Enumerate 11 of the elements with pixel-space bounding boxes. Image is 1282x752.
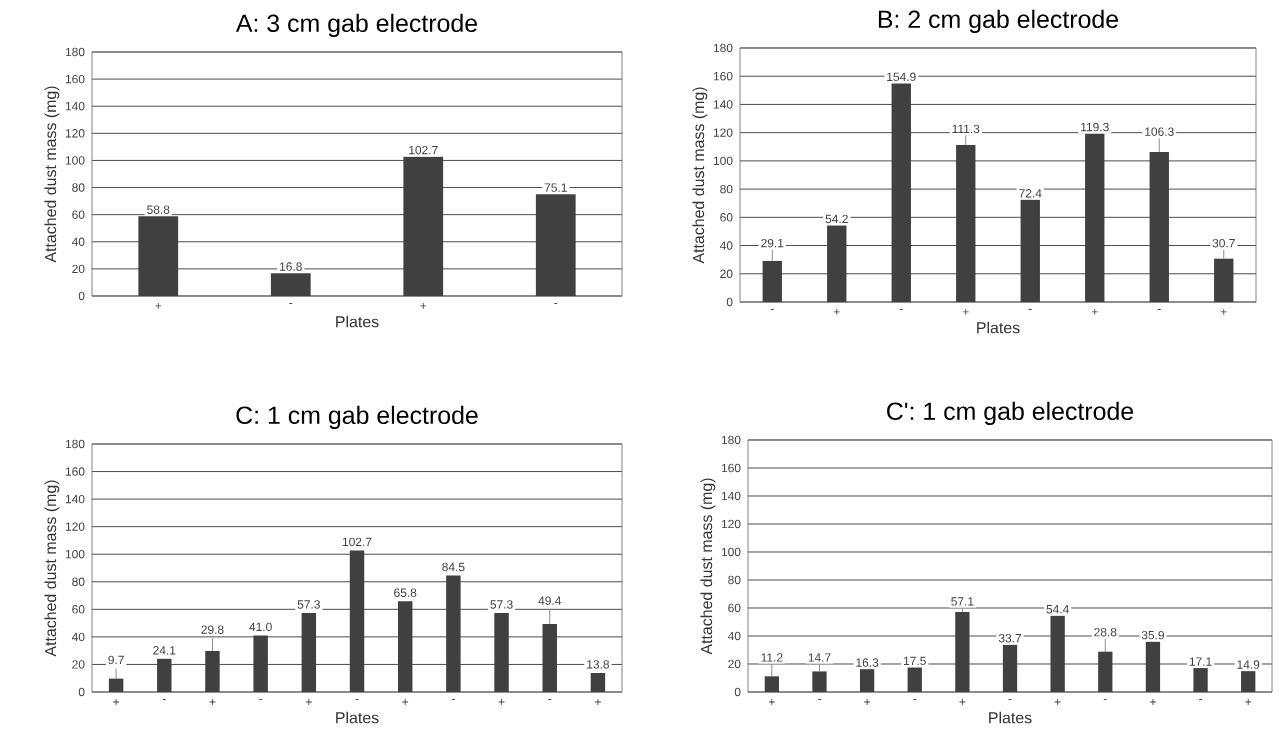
chart-title: C': 1 cm gab electrode: [887, 401, 1134, 425]
bar: [1193, 668, 1208, 692]
bar: [764, 676, 779, 692]
bar: [859, 669, 875, 692]
bar: [590, 672, 606, 692]
bar: [1241, 671, 1256, 692]
bar: [108, 678, 124, 692]
bar: [812, 671, 827, 692]
chart-title: B: 2 cm gab electrode: [878, 9, 1119, 33]
chart-title: A: 3 cm gab electrode: [235, 13, 478, 37]
chart-title: C: 1 cm gab electrode: [236, 405, 478, 429]
